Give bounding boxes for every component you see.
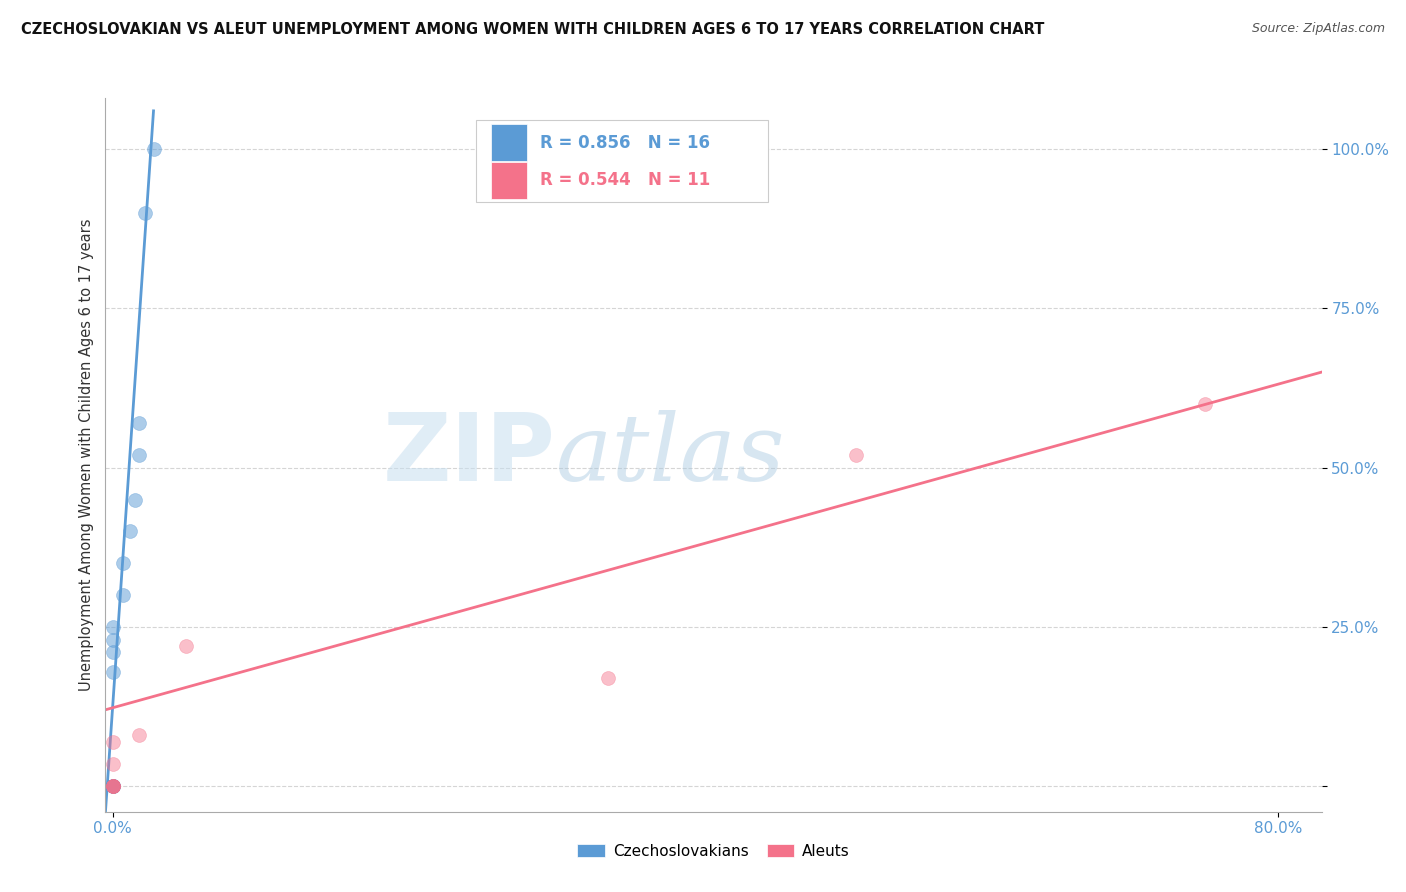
Legend: Czechoslovakians, Aleuts: Czechoslovakians, Aleuts [571, 838, 856, 864]
Point [101, 779, 124, 793]
Text: atlas: atlas [555, 410, 785, 500]
Point [142, 142, 165, 156]
Text: CZECHOSLOVAKIAN VS ALEUT UNEMPLOYMENT AMONG WOMEN WITH CHILDREN AGES 6 TO 17 YEA: CZECHOSLOVAKIAN VS ALEUT UNEMPLOYMENT AM… [21, 22, 1045, 37]
Point [101, 734, 124, 748]
Text: Source: ZipAtlas.com: Source: ZipAtlas.com [1251, 22, 1385, 36]
Point [101, 620, 124, 634]
Point [124, 492, 146, 507]
FancyBboxPatch shape [491, 124, 527, 161]
FancyBboxPatch shape [491, 161, 527, 199]
Point [111, 588, 134, 602]
Y-axis label: Unemployment Among Women with Children Ages 6 to 17 years: Unemployment Among Women with Children A… [79, 219, 94, 691]
Point [596, 671, 619, 685]
Point [101, 645, 124, 659]
Point [128, 728, 150, 742]
Point [845, 448, 868, 462]
Point [1194, 397, 1216, 411]
Point [101, 779, 124, 793]
Point [101, 779, 124, 793]
Text: R = 0.544   N = 11: R = 0.544 N = 11 [540, 171, 710, 189]
Point [174, 639, 197, 653]
Point [101, 779, 124, 793]
Point [101, 779, 124, 793]
Point [120, 524, 142, 539]
Point [101, 779, 124, 793]
FancyBboxPatch shape [477, 120, 768, 202]
Point [101, 665, 124, 679]
Point [101, 756, 124, 771]
Point [134, 206, 156, 220]
Text: ZIP: ZIP [382, 409, 555, 501]
Point [101, 632, 124, 647]
Point [101, 779, 124, 793]
Text: R = 0.856   N = 16: R = 0.856 N = 16 [540, 134, 710, 152]
Point [101, 779, 124, 793]
Point [128, 448, 150, 462]
Point [128, 416, 150, 430]
Point [111, 556, 134, 570]
